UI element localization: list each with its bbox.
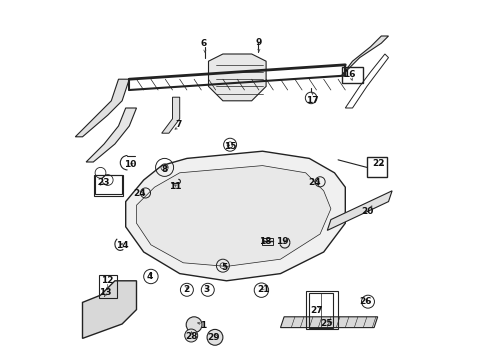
- Polygon shape: [280, 317, 377, 328]
- Polygon shape: [75, 79, 129, 137]
- Text: 6: 6: [200, 40, 206, 49]
- Text: 11: 11: [169, 182, 181, 191]
- Circle shape: [186, 317, 202, 333]
- Text: 1: 1: [200, 321, 206, 330]
- Bar: [95, 175, 122, 194]
- Text: 19: 19: [275, 238, 288, 247]
- Text: 26: 26: [359, 297, 371, 306]
- Text: 18: 18: [259, 238, 271, 247]
- Bar: [94, 175, 122, 196]
- Text: 20: 20: [361, 207, 373, 216]
- Text: 25: 25: [320, 319, 332, 328]
- Text: 9: 9: [255, 38, 262, 47]
- Text: 3: 3: [203, 285, 209, 294]
- Text: 10: 10: [123, 161, 136, 170]
- Text: 12: 12: [101, 276, 113, 284]
- Text: 24: 24: [308, 179, 320, 188]
- Text: 5: 5: [221, 263, 226, 272]
- Text: 13: 13: [99, 288, 111, 297]
- Polygon shape: [341, 36, 387, 76]
- Bar: [305, 291, 337, 329]
- Polygon shape: [125, 151, 345, 281]
- Text: 22: 22: [371, 158, 384, 168]
- Text: 2: 2: [183, 285, 189, 294]
- Circle shape: [206, 329, 223, 345]
- Text: 29: 29: [207, 333, 220, 342]
- Text: 17: 17: [305, 96, 318, 105]
- Text: 15: 15: [224, 143, 236, 152]
- Text: 14: 14: [116, 241, 129, 250]
- Polygon shape: [208, 54, 265, 101]
- Text: 23: 23: [97, 179, 109, 188]
- Polygon shape: [86, 108, 136, 162]
- Polygon shape: [162, 97, 179, 133]
- Bar: [261, 238, 272, 245]
- Circle shape: [184, 329, 197, 342]
- Polygon shape: [136, 166, 330, 266]
- Text: 7: 7: [175, 120, 181, 130]
- Text: 8: 8: [161, 165, 167, 174]
- Text: 27: 27: [309, 306, 322, 315]
- Text: 16: 16: [343, 71, 355, 80]
- Text: 24: 24: [133, 189, 145, 198]
- Bar: [341, 67, 363, 83]
- Polygon shape: [326, 191, 391, 230]
- Bar: [309, 293, 332, 328]
- Text: 4: 4: [147, 271, 153, 281]
- Bar: [99, 275, 117, 298]
- Text: 28: 28: [184, 332, 197, 341]
- Polygon shape: [82, 281, 136, 338]
- Text: 21: 21: [257, 285, 269, 294]
- Bar: [366, 157, 386, 177]
